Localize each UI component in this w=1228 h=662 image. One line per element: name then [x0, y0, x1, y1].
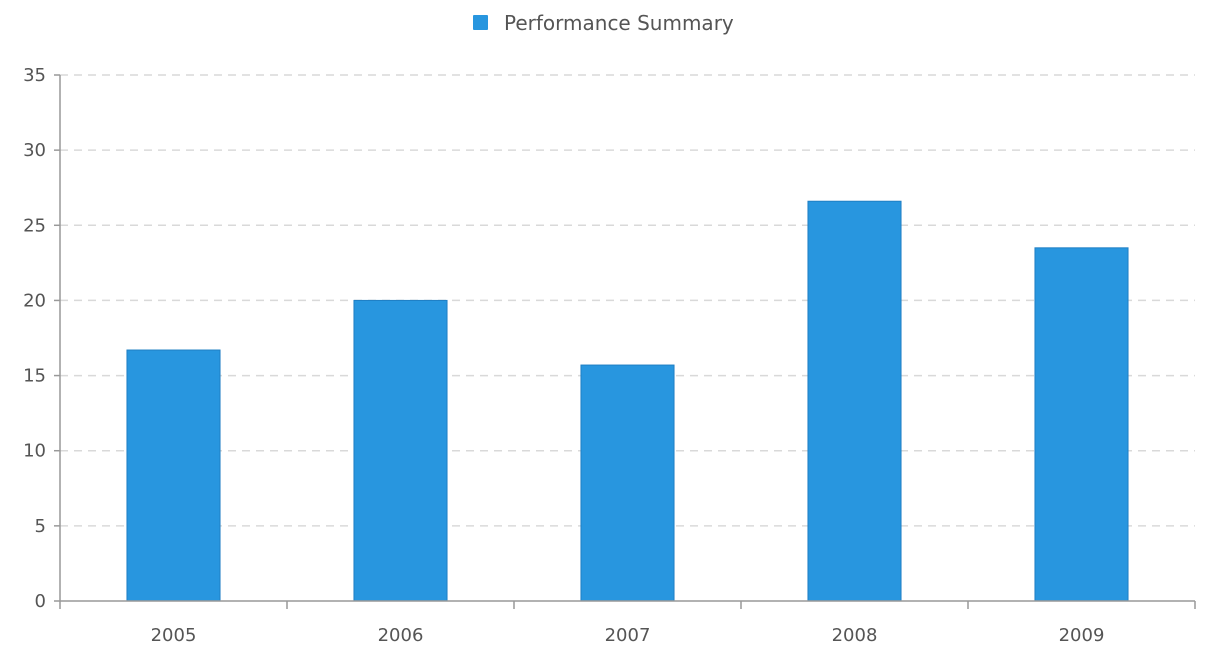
bar-2007[interactable]	[580, 364, 675, 602]
legend-label: Performance Summary	[504, 11, 734, 35]
legend[interactable]: Performance Summary	[473, 11, 734, 35]
bars	[126, 200, 1129, 602]
bar-2009[interactable]	[1034, 247, 1129, 602]
y-tick-label: 20	[23, 290, 46, 311]
x-tick-label: 2008	[832, 625, 878, 646]
x-tick-label: 2005	[151, 625, 197, 646]
bar-2006[interactable]	[353, 299, 448, 602]
bar-2005[interactable]	[126, 349, 221, 602]
y-tick-label: 25	[23, 215, 46, 236]
y-axis: 0 5 10 15 20 25 30 35	[23, 65, 61, 612]
y-tick-label: 10	[23, 441, 46, 462]
y-tick-label: 5	[35, 516, 46, 537]
x-tick-label: 2006	[378, 625, 424, 646]
y-tick-label: 0	[35, 591, 46, 612]
x-tick-label: 2009	[1059, 625, 1105, 646]
x-tick-label: 2007	[605, 625, 651, 646]
y-tick-label: 35	[23, 65, 46, 86]
y-tick-label: 30	[23, 140, 46, 161]
x-axis: 2005 2006 2007 2008 2009	[59, 600, 1196, 646]
legend-swatch	[473, 15, 488, 30]
y-tick-label: 15	[23, 366, 46, 387]
bar-2008[interactable]	[807, 200, 902, 602]
